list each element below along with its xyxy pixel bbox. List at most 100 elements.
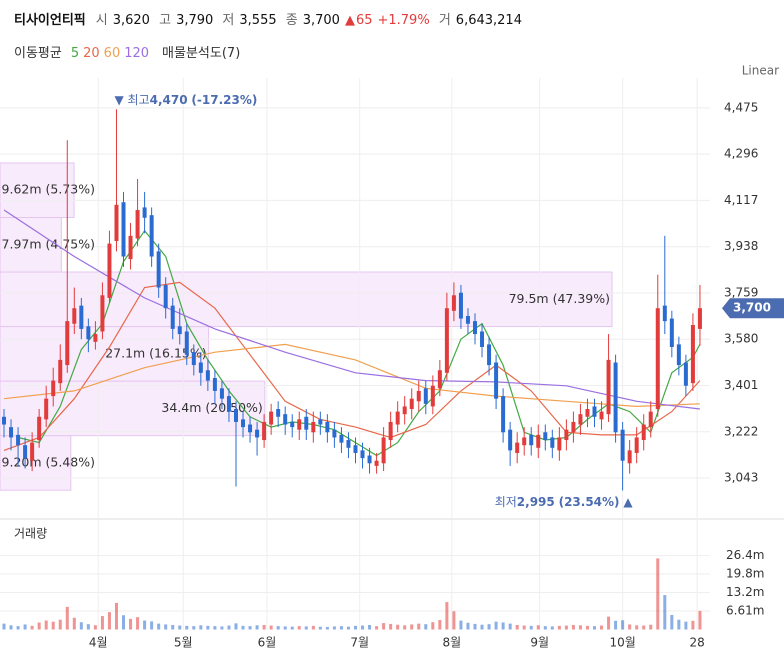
header: 티사이언티픽 시 3,620 고 3,790 저 3,555 종 3,700 ▲65 +1.7… (14, 9, 527, 28)
volume-bar (382, 623, 386, 630)
volume-bar (628, 624, 632, 630)
candle-body (501, 396, 506, 433)
volume-bar (396, 624, 400, 630)
volume-bar (571, 625, 575, 630)
candle-body (30, 442, 35, 461)
price-tag-label: 3,700 (733, 301, 771, 315)
candle-body (606, 359, 611, 415)
volume-bar (269, 625, 273, 630)
marker-label: 최고 (128, 93, 150, 107)
candle-body (465, 315, 470, 324)
volume-bar (515, 625, 519, 630)
candle-body (262, 421, 267, 441)
candle-body (177, 326, 182, 335)
volume-title: 거래량 (14, 527, 47, 541)
volume-bar (452, 611, 456, 630)
volume-bar (262, 625, 266, 630)
volume-bar (114, 602, 118, 630)
candle-body (381, 437, 386, 464)
legend-item: 120 (124, 46, 150, 61)
volume-bar (459, 620, 463, 630)
x-tick-label: 4월 (89, 636, 108, 650)
value: 6,643,214 (455, 13, 522, 28)
candle-body (205, 370, 210, 381)
volume-bar (311, 625, 315, 630)
candle-body (508, 429, 513, 451)
candle-body (72, 308, 77, 324)
profile-label: 9.20m (5.48%) (2, 454, 95, 469)
volume-bar (593, 626, 597, 630)
candle-body (641, 424, 646, 441)
volume-bar (171, 625, 175, 630)
volume-bar (424, 624, 428, 630)
y-tick-label: 26.4m (726, 548, 764, 562)
volume-bar (192, 626, 196, 630)
candle-body (93, 334, 98, 342)
plot: 4,475 4,296 4,117 3,938 3,759 3,580 3,401 3,222… (0, 78, 764, 650)
volume-bar (410, 624, 414, 630)
candle-body (198, 362, 203, 373)
candle-body (241, 419, 246, 428)
volume-bar (234, 623, 238, 630)
volume-bar (185, 625, 189, 630)
volume-bar (550, 626, 554, 630)
volume-bar (473, 623, 477, 630)
candle-body (332, 429, 337, 438)
y-tick-label: 3,222 (724, 424, 758, 438)
volume-bar (129, 618, 133, 630)
volume-bar (199, 625, 203, 630)
profile-label: 9.62m (5.73%) (2, 182, 95, 197)
volume-bar (417, 623, 421, 630)
candle-body (522, 437, 527, 446)
candle-body (676, 344, 681, 366)
volume-bar (143, 620, 147, 630)
candle-body (592, 406, 597, 417)
volume-bar (164, 624, 168, 630)
candle-body (121, 202, 126, 257)
candle-body (648, 411, 653, 428)
candle-body (458, 292, 463, 319)
volume-bar (614, 620, 618, 630)
candle-body (170, 305, 175, 329)
high-marker: ▼ 최고4,470 (-17.23%) (114, 93, 257, 107)
candle-body (339, 434, 344, 443)
marker-arrow: ▲ (623, 495, 633, 509)
candle-body (233, 409, 238, 422)
scale-label: Linear (742, 64, 779, 78)
volume-bar (2, 623, 6, 630)
candle-body (634, 437, 639, 453)
volume-bar (677, 619, 681, 630)
volume-bar (389, 623, 393, 630)
y-tick-label: 3,580 (724, 332, 758, 346)
candle-body (248, 424, 253, 433)
ma-line (3, 209, 700, 410)
volume-bar (136, 617, 140, 630)
candle-body (107, 243, 112, 298)
candle-body (395, 411, 400, 425)
candle-body (662, 305, 667, 322)
candle-body (37, 416, 42, 441)
volume-bar (607, 616, 611, 630)
value: 3,700 (302, 13, 340, 28)
volume-bar (318, 626, 322, 630)
x-tick-label: 8월 (442, 636, 461, 650)
candle-body (627, 450, 632, 464)
candle-body (255, 429, 260, 438)
x-tick-label: 10월 (609, 636, 635, 650)
volume-bar (86, 624, 90, 630)
candle-body (142, 207, 147, 218)
volume-bar (79, 622, 83, 630)
volume-bar (325, 626, 329, 630)
volume-bar (72, 617, 76, 630)
label: 시 (95, 13, 108, 28)
candle-body (430, 385, 435, 407)
ma-line (3, 281, 701, 451)
profile-label: 27.1m (16.15%) (105, 345, 206, 360)
volume-bar (431, 622, 435, 630)
candle-body (44, 398, 49, 420)
y-tick-label: 13.2m (726, 585, 764, 599)
stock-name: 티사이언티픽 (14, 13, 86, 28)
change: 65 (355, 13, 373, 28)
candle-body (367, 455, 372, 464)
